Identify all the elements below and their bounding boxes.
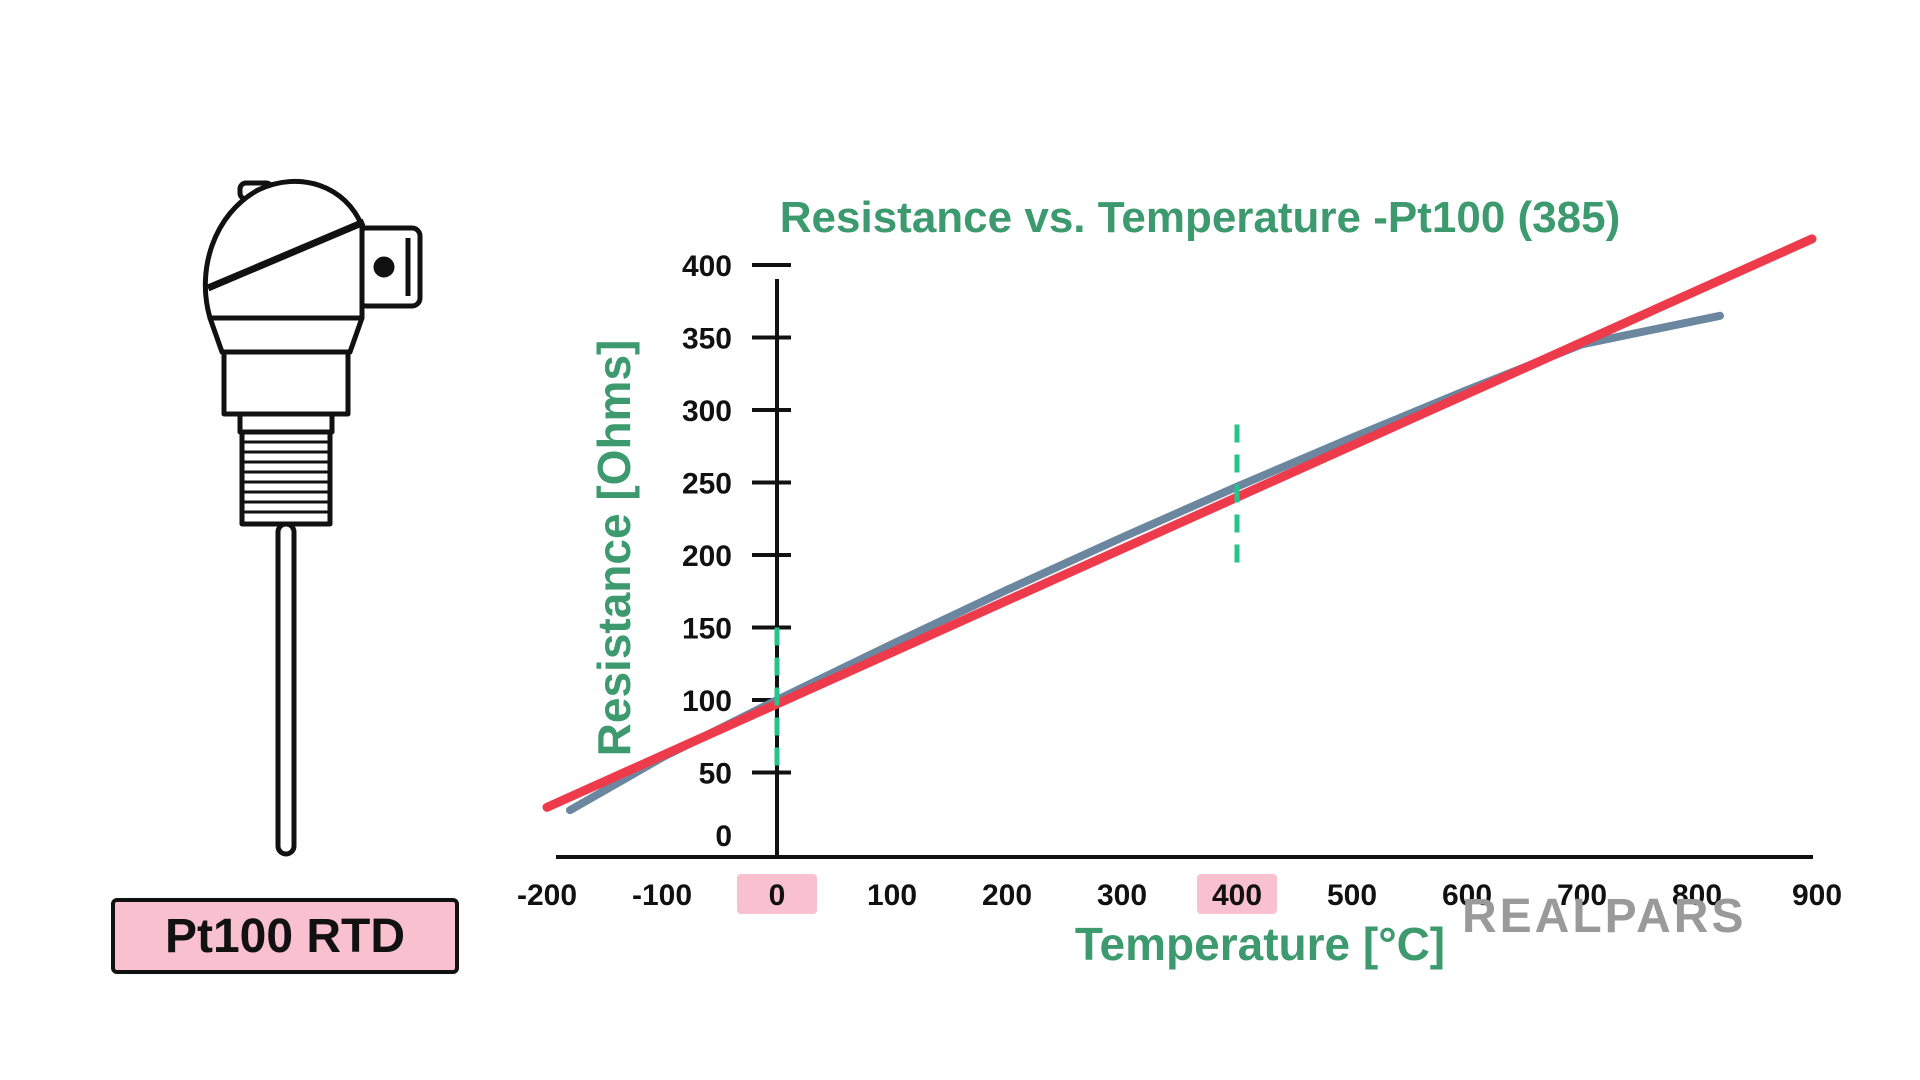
marker-layer xyxy=(774,424,1240,773)
x-tick-label: 0 xyxy=(769,879,786,912)
x-tick-label: 700 xyxy=(1557,879,1607,912)
device-label: Pt100 RTD xyxy=(165,910,405,963)
y-tick-label: 350 xyxy=(682,323,732,356)
x-tick-label: 100 xyxy=(867,879,917,912)
resistance-temperature-chart: Resistance vs. Temperature -Pt100 (385) … xyxy=(517,193,1842,970)
chart-title: Resistance vs. Temperature -Pt100 (385) xyxy=(780,193,1620,242)
linear-approximation-line xyxy=(542,234,1817,812)
y-axis-label: Resistance [Ohms] xyxy=(588,340,640,757)
x-tick-highlights xyxy=(737,874,1277,914)
y-tick-label: 150 xyxy=(682,613,732,646)
brand-watermark: REALPARS xyxy=(1462,890,1746,943)
y-tick-label: 0 xyxy=(715,820,732,853)
x-ticks: -200 -100 0 100 200 300 400 500 600 700 800 900 xyxy=(517,879,1842,912)
y-tick-label: 100 xyxy=(682,685,732,718)
actual-curve-line xyxy=(566,311,1724,815)
x-tick-label: 900 xyxy=(1792,879,1842,912)
rtd-sensor-icon xyxy=(202,179,423,857)
x-tick-label: -200 xyxy=(517,879,577,912)
y-tick-label: 300 xyxy=(682,395,732,428)
x-tick-label: 500 xyxy=(1327,879,1377,912)
x-tick-label: 200 xyxy=(982,879,1032,912)
device-label-badge-box xyxy=(111,898,459,974)
y-tick-label: 50 xyxy=(699,758,732,791)
y-ticks: 0 50 100 150 200 250 300 350 400 xyxy=(682,250,791,853)
x-tick-label: 300 xyxy=(1097,879,1147,912)
device-label-badge: Pt100 RTD xyxy=(111,898,459,974)
x-tick-label: 600 xyxy=(1442,879,1492,912)
series-layer xyxy=(542,234,1817,815)
x-tick-highlight xyxy=(1197,874,1277,914)
x-tick-label: 800 xyxy=(1672,879,1722,912)
x-tick-label: 400 xyxy=(1212,879,1262,912)
x-axis-label: Temperature [°C] xyxy=(1075,918,1445,970)
y-tick-label: 400 xyxy=(682,250,732,283)
y-tick-label: 250 xyxy=(682,468,732,501)
x-tick-highlight xyxy=(737,874,817,914)
y-tick-label: 200 xyxy=(682,540,732,573)
x-tick-label: -100 xyxy=(632,879,692,912)
